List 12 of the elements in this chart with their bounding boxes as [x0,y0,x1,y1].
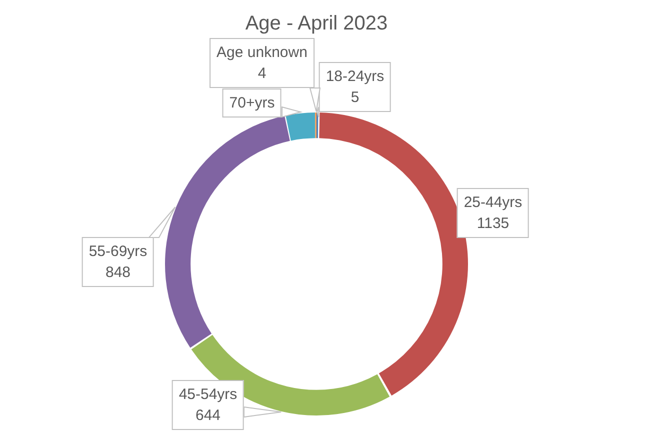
data-label: 848 [105,264,131,281]
chart-title: Age - April 2023 [245,12,388,35]
slice-label: Age unknown [216,44,308,61]
data-label: 1135 [476,215,510,232]
data-label: 5 [350,89,360,106]
data-label: 4 [258,65,266,82]
slice-label: 25-44yrs [464,194,522,211]
slice-label: 55-69yrs [88,243,148,260]
slice-label: 45-54yrs [178,386,238,403]
slice-label: 70+yrs [222,88,282,118]
data-label: 644 [195,407,221,424]
slice-label: 18-24yrs [326,68,384,85]
